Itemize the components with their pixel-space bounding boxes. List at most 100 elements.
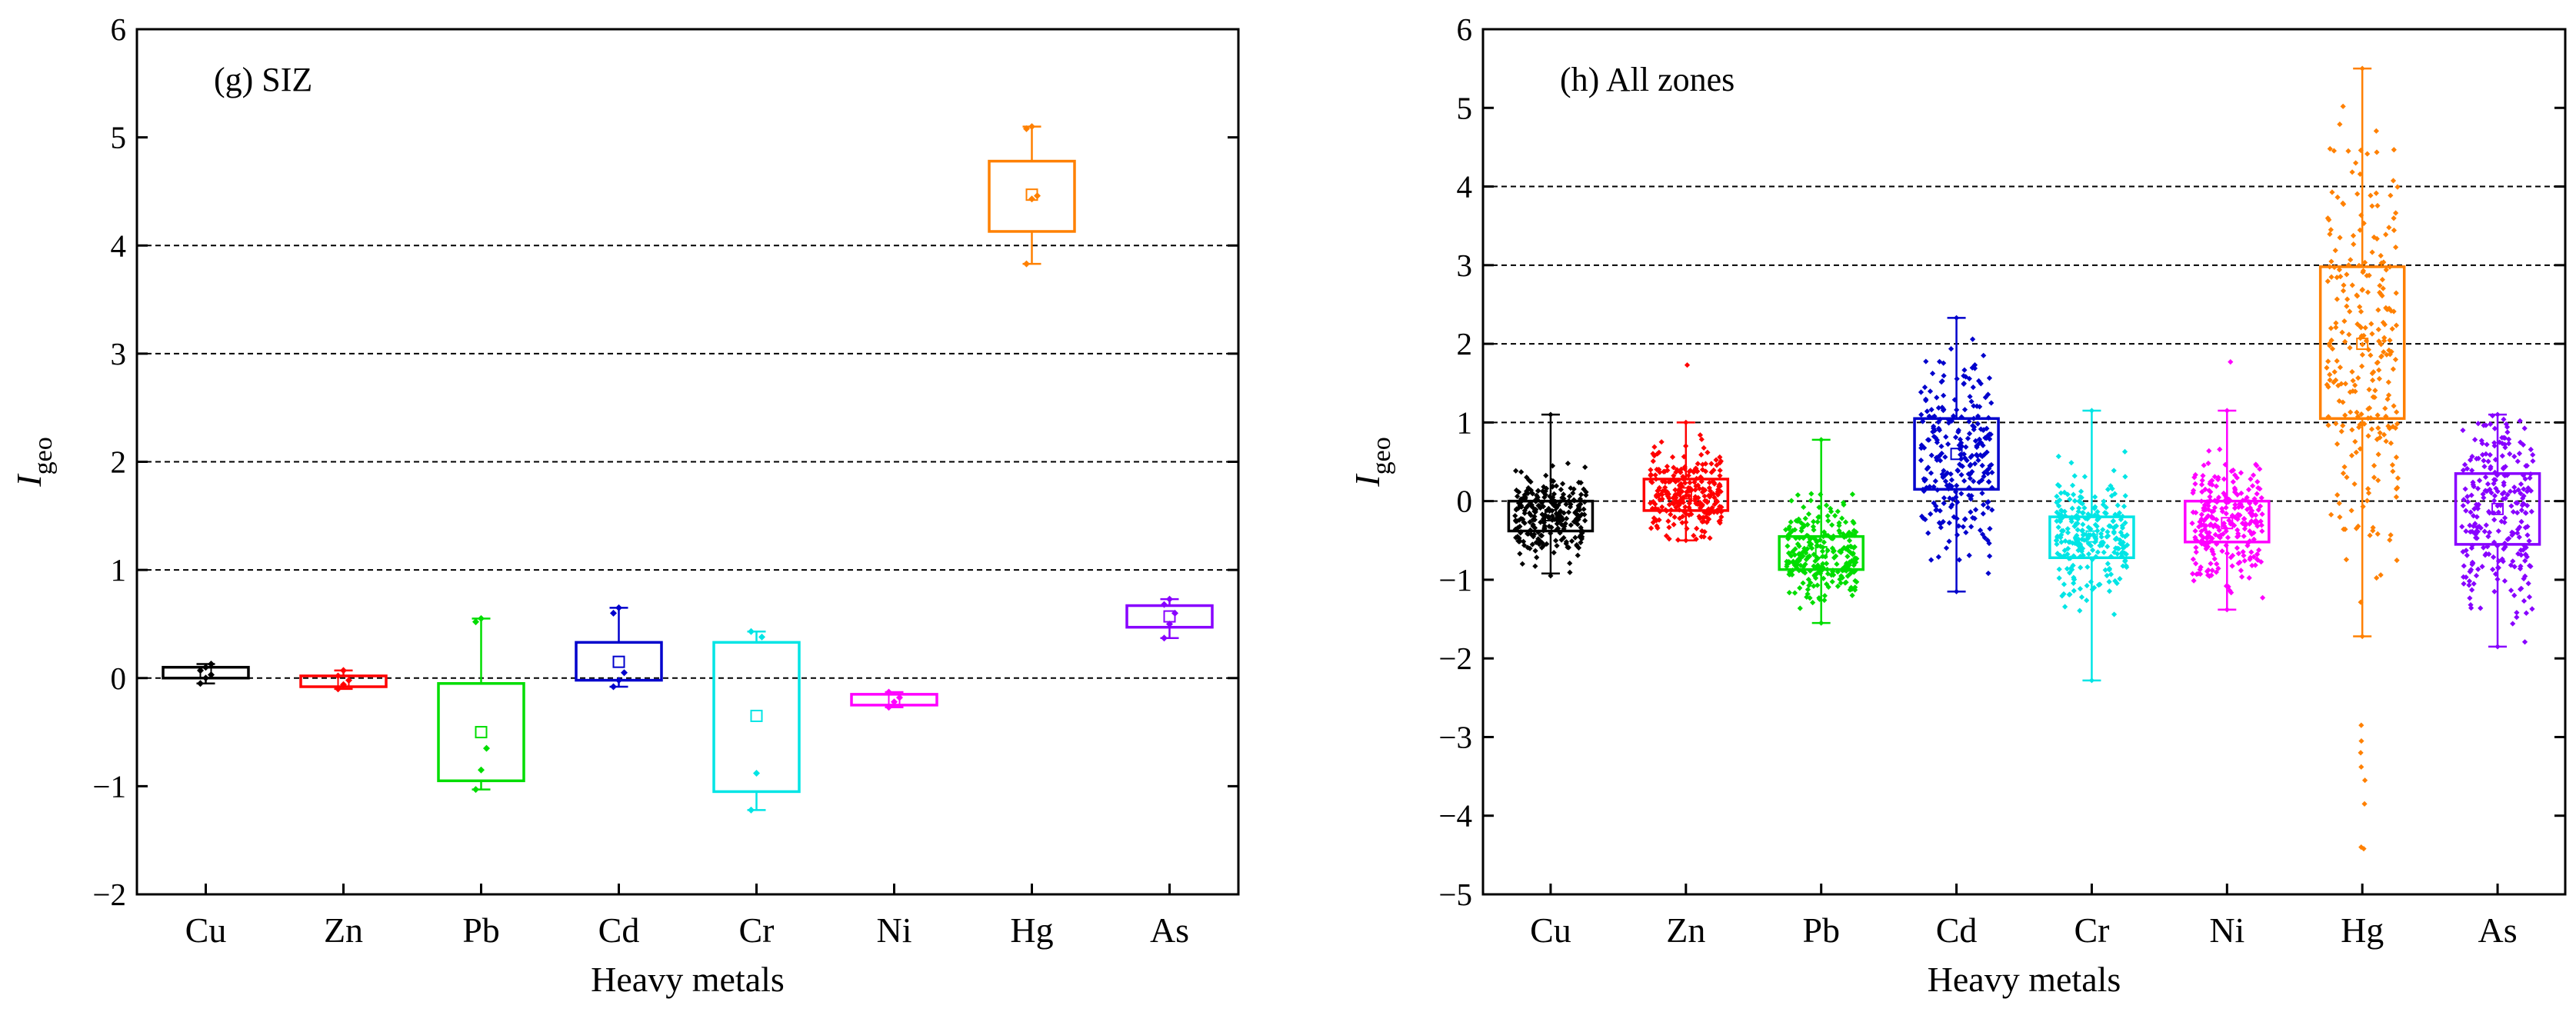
y-tick-label: 1 [111, 552, 127, 588]
panel-title: (h) All zones [1560, 61, 1735, 98]
data-point [2461, 581, 2467, 587]
mean-marker [1679, 487, 1692, 500]
data-point [2241, 552, 2247, 559]
data-point [1958, 471, 1964, 478]
data-point [2501, 434, 2508, 441]
data-point [2254, 478, 2261, 485]
data-point [2114, 502, 2121, 508]
data-point [1567, 560, 1573, 567]
data-point [1935, 419, 1941, 425]
data-point [1655, 488, 1661, 494]
data-point [1699, 489, 1706, 495]
data-point [1653, 494, 1660, 500]
data-point [1964, 458, 1970, 464]
data-point [2064, 545, 2071, 551]
data-point [1524, 488, 1530, 494]
data-point [2341, 201, 2347, 208]
data-point [2340, 103, 2346, 109]
data-point [1648, 467, 1654, 473]
data-point [2121, 503, 2128, 510]
data-point [2206, 448, 2212, 454]
x-tick-label-ni: Ni [877, 910, 912, 950]
data-point [2501, 546, 2507, 552]
data-point [2389, 462, 2396, 468]
data-point [1575, 552, 1581, 558]
data-point [1521, 519, 1527, 525]
data-point [1665, 491, 1671, 498]
data-point [2192, 528, 2198, 534]
data-point [2471, 523, 2477, 529]
y-tick-label: −2 [1438, 641, 1472, 676]
data-point [1671, 473, 1677, 479]
data-point [1512, 513, 1518, 519]
data-point [1989, 469, 1995, 476]
data-point [1552, 538, 1559, 544]
data-point [1986, 540, 1992, 547]
data-point [2474, 528, 2480, 534]
data-point [2100, 527, 2106, 533]
data-point [1528, 512, 1534, 518]
data-point [2385, 379, 2391, 385]
data-point [2327, 231, 2333, 238]
data-point [2064, 491, 2071, 498]
data-point [2091, 531, 2097, 538]
data-point [2474, 514, 2480, 520]
data-point [1811, 518, 1817, 524]
data-point [1961, 407, 1968, 413]
data-point [1711, 501, 1718, 508]
data-point [1937, 458, 1944, 464]
data-point [2076, 505, 2082, 511]
data-point [1669, 454, 1676, 460]
data-point [2499, 556, 2505, 562]
data-point [1979, 462, 1985, 468]
data-point [2485, 534, 2491, 540]
data-point [2081, 474, 2088, 480]
data-point [2054, 541, 2060, 548]
data-point [2491, 481, 2497, 487]
data-point [2347, 389, 2353, 395]
data-point [2394, 421, 2401, 427]
data-point [1933, 454, 1939, 461]
data-point [2196, 524, 2202, 530]
box-rect [1507, 499, 1595, 533]
data-point [2328, 511, 2334, 518]
data-point [1925, 437, 1931, 443]
data-point [2080, 510, 2086, 516]
data-point [2211, 508, 2217, 514]
data-point [2518, 439, 2524, 445]
data-point [2111, 611, 2118, 618]
data-point [1796, 543, 1802, 549]
data-point [2338, 428, 2344, 434]
data-point [1565, 544, 1571, 551]
data-point [2361, 846, 2367, 852]
data-point [1650, 458, 1656, 464]
data-point [1828, 508, 1835, 514]
data-point [2054, 509, 2060, 515]
data-point [2394, 475, 2401, 481]
data-point [2375, 451, 2381, 458]
data-point [1971, 461, 1978, 467]
panel-siz: −2 −1 0 1 2 3 4 5 6 Cu Zn Pb Cd Cr Ni Hg As Heavy metals I… [9, 12, 1240, 999]
data-point [2475, 501, 2482, 508]
data-point [2393, 322, 2400, 328]
data-point [2529, 606, 2535, 612]
data-point [2198, 528, 2204, 534]
y-tick-label: 5 [1457, 90, 1473, 125]
box-as [1125, 595, 1214, 642]
data-point [1658, 439, 1665, 445]
data-point [1942, 454, 1948, 460]
data-point [2487, 510, 2493, 516]
data-point [1671, 514, 1678, 521]
data-point [1785, 558, 1791, 565]
data-point [2337, 121, 2343, 128]
data-point [1530, 523, 1536, 529]
box-rect [575, 641, 663, 682]
data-point [2247, 510, 2253, 516]
data-point [2235, 504, 2241, 511]
data-point [2360, 268, 2367, 274]
data-point [2092, 494, 2098, 500]
data-point [1535, 488, 1541, 494]
data-point [1928, 452, 1934, 458]
data-point [2328, 325, 2334, 331]
data-point [1979, 490, 1985, 496]
